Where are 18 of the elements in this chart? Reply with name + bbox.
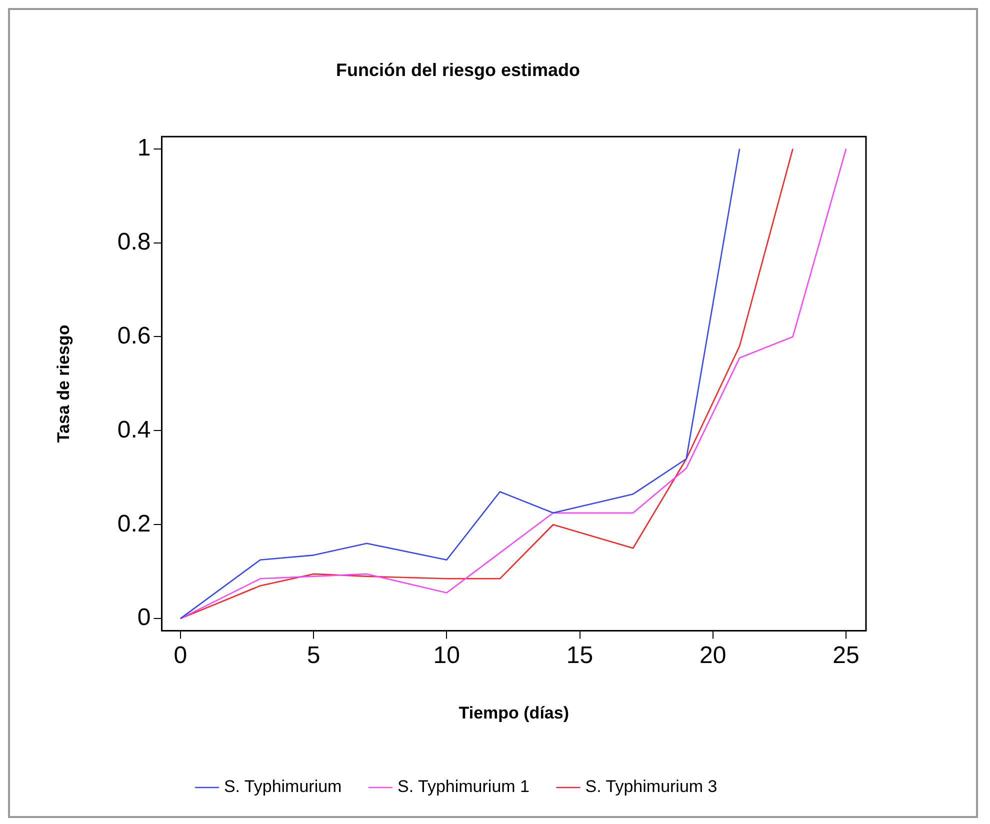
y-tick-label: 0.6 <box>117 322 151 350</box>
legend-label: S. Typhimurium 3 <box>585 777 718 796</box>
legend-label: S. Typhimurium 1 <box>398 777 530 796</box>
y-tick-label: 0 <box>137 604 151 632</box>
x-tick-label: 5 <box>306 642 320 669</box>
x-tick-label: 20 <box>700 642 726 669</box>
y-tick-label: 1 <box>137 134 151 162</box>
y-axis-title: Tasa de riesgo <box>54 324 73 443</box>
x-tick-label: 10 <box>433 642 460 669</box>
legend-label: S. Typhimurium <box>224 777 342 796</box>
x-axis-title: Tiempo (días) <box>458 703 569 722</box>
y-tick-label: 0.4 <box>117 416 151 444</box>
x-tick-label: 15 <box>566 642 594 669</box>
x-tick-label: 0 <box>174 642 188 669</box>
y-tick-label: 0.8 <box>117 228 151 256</box>
chart-title: Función del riesgo estimado <box>336 60 580 80</box>
x-tick-label: 25 <box>832 642 860 669</box>
y-tick-label: 0.2 <box>117 510 151 538</box>
